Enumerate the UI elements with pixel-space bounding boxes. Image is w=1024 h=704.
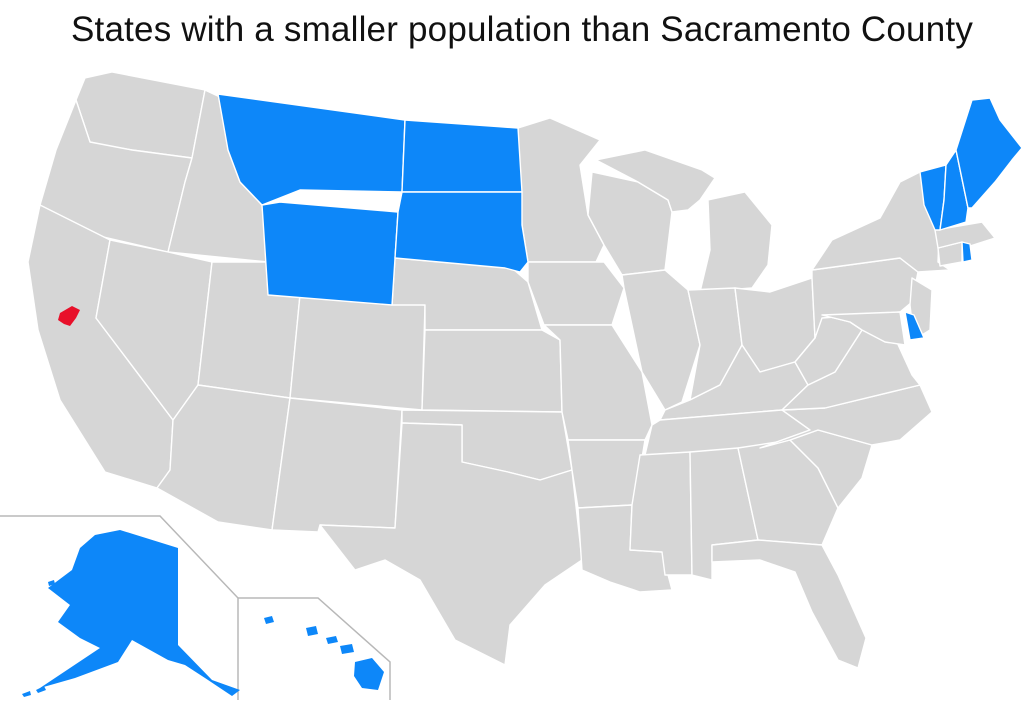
sacramento-county	[58, 306, 80, 326]
state-rhode-island	[961, 241, 973, 263]
state-colorado	[289, 294, 426, 411]
state-texas	[319, 422, 583, 666]
state-south-dakota	[394, 191, 529, 273]
state-michigan	[595, 149, 773, 293]
state-alaska	[40, 530, 240, 696]
state-montana	[217, 93, 406, 206]
state-maryland	[821, 311, 906, 346]
state-hawaii	[264, 616, 384, 690]
alaska-inset-frame	[0, 515, 239, 700]
state-delaware	[904, 311, 925, 341]
state-new-mexico	[271, 397, 403, 533]
state-florida	[711, 539, 867, 669]
state-wyoming	[261, 201, 399, 306]
state-illinois	[621, 269, 701, 411]
state-maine	[955, 97, 1023, 209]
state-kansas	[421, 329, 563, 413]
map-title: States with a smaller population than Sa…	[70, 10, 974, 49]
alaska-aleutian-islands	[22, 580, 55, 697]
hawaii-inset-frame	[238, 597, 391, 700]
state-iowa	[527, 261, 625, 326]
state-new-york	[811, 171, 951, 273]
state-north-dakota	[401, 119, 523, 193]
